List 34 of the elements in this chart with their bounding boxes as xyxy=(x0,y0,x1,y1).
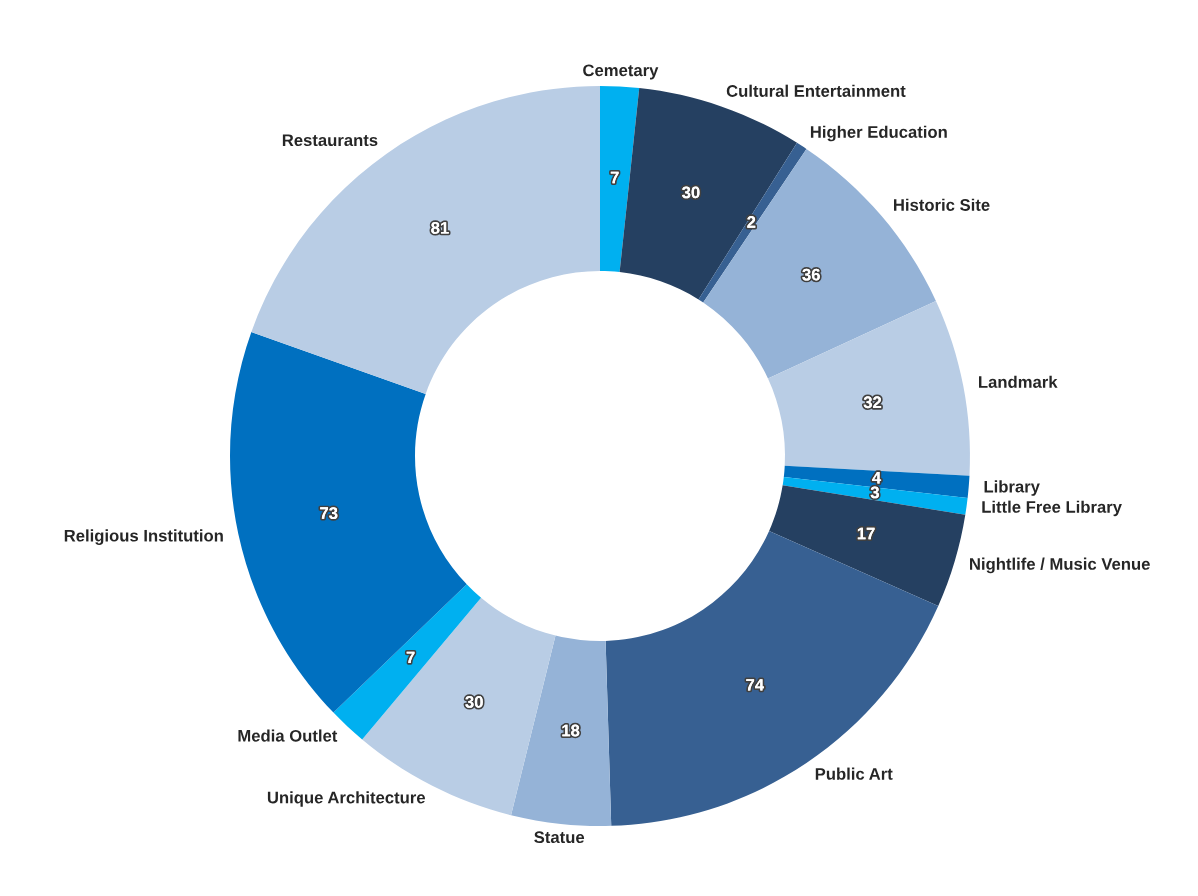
data-label: 36 xyxy=(802,268,820,281)
data-label: 74 xyxy=(746,679,765,691)
data-label: 81 xyxy=(431,221,449,234)
donut-slice xyxy=(230,332,467,713)
donut-slice xyxy=(783,465,970,499)
data-label: 30 xyxy=(682,186,700,199)
slice-label: Historic Site xyxy=(894,198,990,211)
donut-slice xyxy=(251,86,600,395)
slice-label: Restaurants xyxy=(282,134,378,147)
slice-label: Cemetary xyxy=(583,64,659,80)
data-label: 3 xyxy=(870,486,879,499)
data-label: 30 xyxy=(465,696,483,708)
slice-label: Landmark xyxy=(979,375,1058,388)
slice-label: Nightlife / Music Venue xyxy=(970,557,1150,574)
slice-label: Higher Education xyxy=(810,125,947,142)
slice-label: Library xyxy=(984,480,1040,496)
donut-slice xyxy=(511,635,612,826)
slice-label: Cultural Entertainment xyxy=(726,84,906,97)
data-label: 32 xyxy=(863,396,882,409)
data-label: 7 xyxy=(610,171,619,184)
slice-label: Religious Institution xyxy=(64,529,223,545)
slice-label: Public Art xyxy=(815,767,893,780)
data-label: 7 xyxy=(406,651,415,664)
slice-label: Little Free Library xyxy=(982,500,1122,517)
data-label: 18 xyxy=(562,724,580,737)
slice-label: Unique Architecture xyxy=(267,791,426,807)
data-label: 17 xyxy=(857,527,875,540)
slice-label: Statue xyxy=(534,831,585,844)
donut-slice xyxy=(600,86,640,273)
data-label: 73 xyxy=(320,507,338,520)
slice-label: Media Outlet xyxy=(238,729,338,742)
donut-slice xyxy=(769,485,966,606)
data-label: 2 xyxy=(747,216,756,228)
data-label: 4 xyxy=(872,471,882,484)
